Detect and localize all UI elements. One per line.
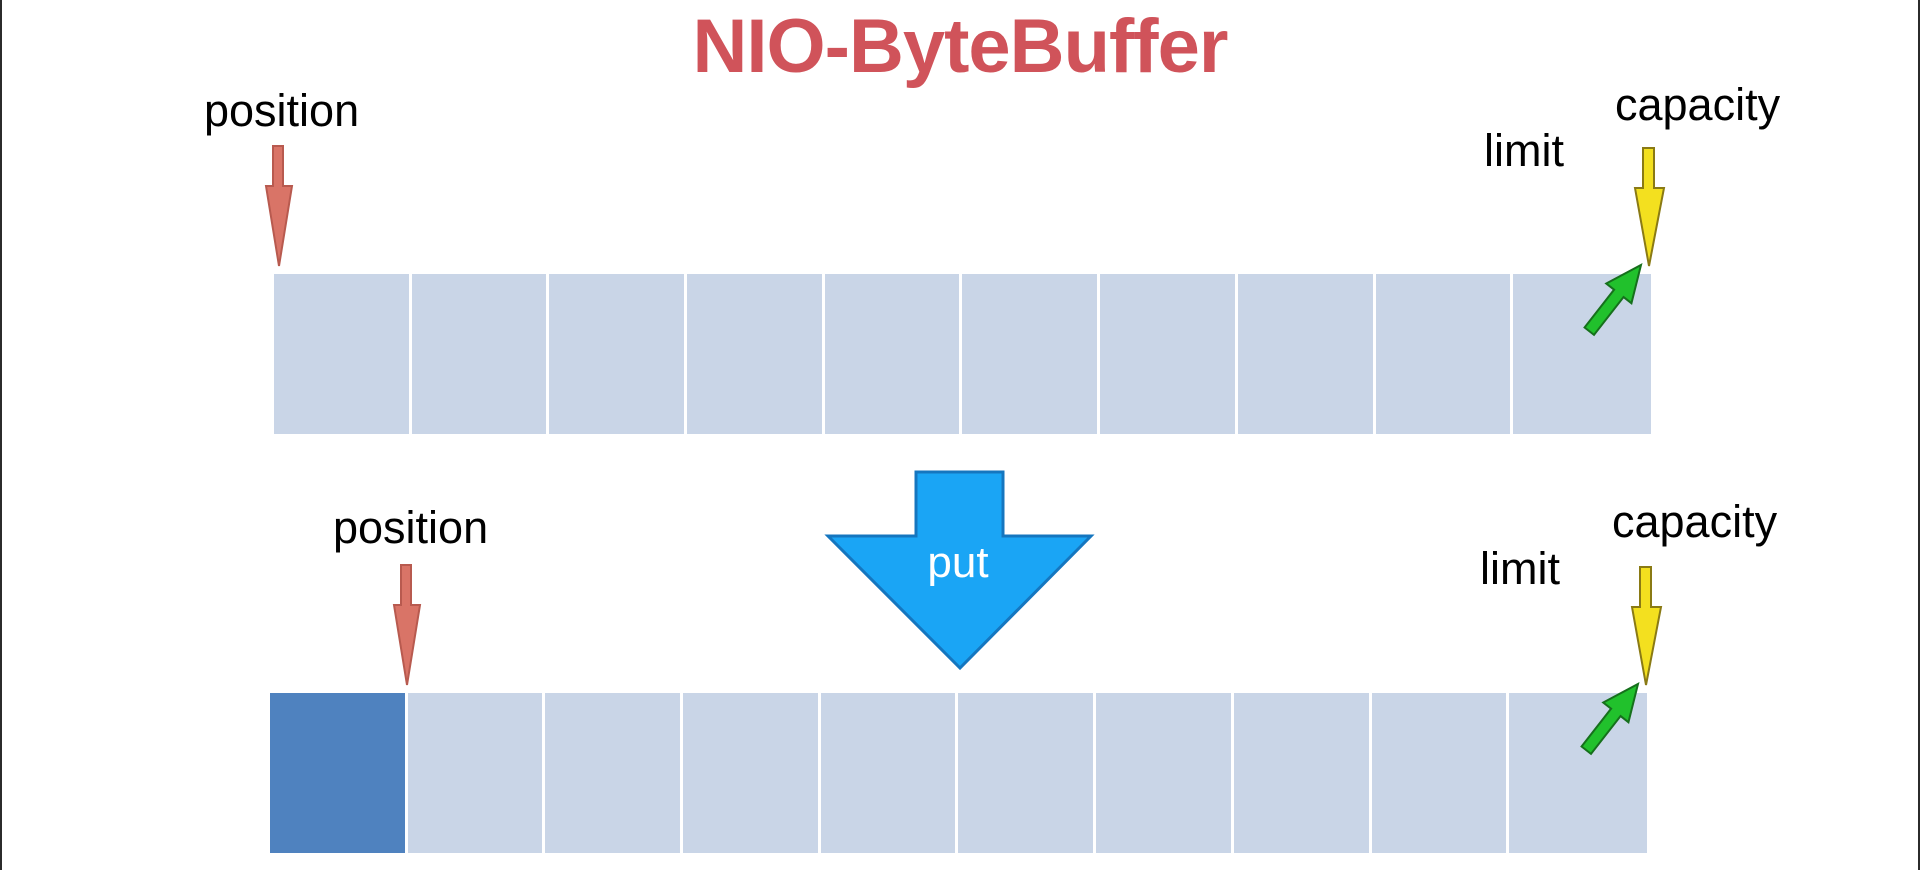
after-capacity-arrow-icon bbox=[1630, 566, 1663, 686]
before-buffer-cell-1 bbox=[274, 274, 412, 434]
after-buffer-cell-5 bbox=[820, 693, 959, 853]
after-buffer-cell-7 bbox=[1096, 693, 1234, 853]
after-buffer-cell-4 bbox=[683, 693, 821, 853]
before-buffer-cell-7 bbox=[1100, 274, 1238, 434]
before-position-arrow-icon bbox=[264, 145, 294, 267]
after-buffer-cell-1 bbox=[270, 693, 408, 853]
left-frame-border bbox=[0, 0, 2, 870]
before-buffer-cell-8 bbox=[1237, 274, 1376, 434]
before-buffer-cell-3 bbox=[549, 274, 688, 434]
before-buffer-cell-9 bbox=[1375, 274, 1514, 434]
before-buffer-cell-5 bbox=[824, 274, 963, 434]
put-arrow-icon bbox=[824, 470, 1095, 671]
before-capacity-label: capacity bbox=[1615, 79, 1781, 130]
after-buffer-cell-8 bbox=[1233, 693, 1372, 853]
before-capacity-arrow-icon bbox=[1633, 147, 1666, 267]
put-label: put bbox=[927, 538, 989, 587]
before-buffer-cell-2 bbox=[411, 274, 550, 434]
right-frame-border bbox=[1918, 0, 1920, 870]
after-buffer bbox=[270, 693, 1647, 853]
before-limit-arrow-icon bbox=[1583, 263, 1643, 337]
after-buffer-cell-3 bbox=[545, 693, 684, 853]
before-position-label: position bbox=[204, 85, 360, 136]
after-buffer-cell-6 bbox=[958, 693, 1097, 853]
after-capacity-label: capacity bbox=[1612, 496, 1778, 547]
after-position-arrow-icon bbox=[392, 564, 422, 686]
after-position-label: position bbox=[333, 502, 489, 553]
diagram-title: NIO-ByteBuffer bbox=[692, 4, 1229, 89]
after-limit-label: limit bbox=[1480, 543, 1560, 594]
after-limit-arrow-icon bbox=[1580, 682, 1640, 756]
before-limit-label: limit bbox=[1484, 125, 1564, 176]
after-buffer-cell-9 bbox=[1371, 693, 1510, 853]
after-buffer-cell-2 bbox=[407, 693, 546, 853]
before-buffer-cell-4 bbox=[687, 274, 825, 434]
before-buffer-cell-6 bbox=[962, 274, 1101, 434]
